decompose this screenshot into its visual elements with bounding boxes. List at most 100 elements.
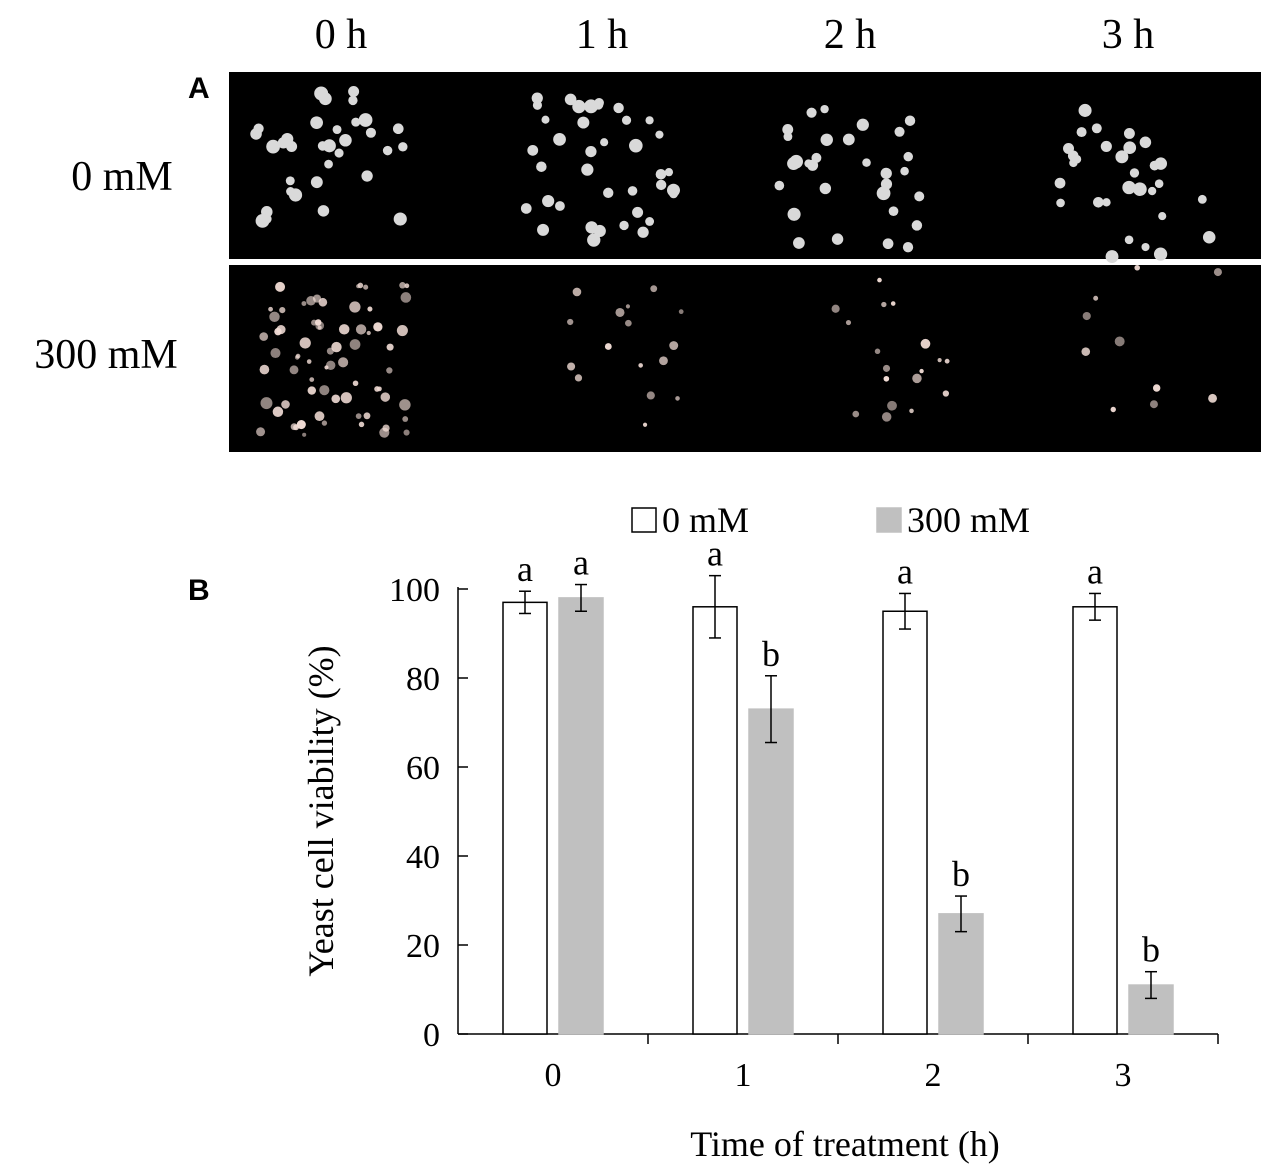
colony-dot xyxy=(373,322,383,332)
colony-image-0mM xyxy=(229,72,1261,259)
colony-dot xyxy=(627,186,638,196)
colony-dot xyxy=(675,396,680,401)
colony-dot xyxy=(806,107,817,118)
colony-dot xyxy=(655,130,664,139)
colony-dot xyxy=(532,100,542,110)
colony-dot xyxy=(365,127,376,138)
legend-swatch-0mM xyxy=(631,507,657,533)
significance-label: b xyxy=(1142,930,1160,970)
colony-dot xyxy=(363,284,369,290)
colony-dot xyxy=(380,392,391,402)
colony-dot xyxy=(1154,157,1168,170)
colony-dot xyxy=(619,220,629,231)
colony-dot xyxy=(358,421,365,428)
significance-label: a xyxy=(1087,551,1103,591)
column-label-1h: 1 h xyxy=(576,12,629,58)
bar-300mM xyxy=(938,913,984,1035)
colony-dot xyxy=(285,176,295,186)
colony-dot xyxy=(317,141,328,151)
colony-dot xyxy=(942,390,950,397)
colony-dot xyxy=(604,343,612,350)
column-label-0h: 0 h xyxy=(315,12,368,58)
colony-dot xyxy=(655,168,667,180)
row-labels: 0 mM 300 mM xyxy=(34,154,178,378)
colony-dot xyxy=(399,282,406,289)
bar-0mM xyxy=(692,606,738,1035)
bar-300mM xyxy=(748,708,794,1035)
colony-dot xyxy=(862,158,871,167)
colony-dot xyxy=(352,380,359,387)
colony-dot xyxy=(842,133,855,146)
row-label-0mM: 0 mM xyxy=(71,154,173,200)
colony-dot xyxy=(804,159,813,168)
colony-dot xyxy=(876,186,891,201)
colony-dot xyxy=(600,138,609,147)
colony-dot xyxy=(318,297,328,307)
colony-dot xyxy=(584,99,598,114)
colony-dot xyxy=(393,212,407,226)
x-tick-label: 0 xyxy=(545,1057,562,1094)
colony-dot xyxy=(1141,242,1150,252)
colony-dot xyxy=(645,116,654,125)
colony-dot xyxy=(642,422,648,427)
colony-dot xyxy=(615,307,625,317)
colony-dot xyxy=(536,161,547,172)
colony-dot xyxy=(877,277,882,283)
row-label-300mM: 300 mM xyxy=(34,332,178,378)
colony-dot xyxy=(637,226,649,238)
colony-dot xyxy=(1076,127,1087,138)
colony-dot xyxy=(340,392,352,404)
column-label-3h: 3 h xyxy=(1102,12,1155,58)
colony-dot xyxy=(349,339,361,350)
colony-dot xyxy=(820,133,833,146)
colony-dot xyxy=(585,145,597,158)
panel-a-label: A xyxy=(188,72,210,105)
colony-dot xyxy=(782,124,794,135)
colony-dot xyxy=(574,374,583,382)
colony-dot xyxy=(392,123,404,135)
colony-dot xyxy=(259,332,269,341)
colony-dot xyxy=(789,154,803,169)
colony-dot xyxy=(315,321,325,330)
colony-dot xyxy=(1056,198,1065,208)
colony-dot xyxy=(250,128,262,140)
colony-dot xyxy=(400,292,412,303)
colony-dot xyxy=(577,116,590,129)
colony-image-300mM xyxy=(229,265,1261,452)
colony-dot xyxy=(527,144,539,156)
colony-dot xyxy=(669,189,679,199)
y-tick-label: 60 xyxy=(406,750,440,787)
colony-dot xyxy=(262,214,272,224)
colony-dot xyxy=(541,115,550,124)
colony-dot xyxy=(348,85,360,97)
colony-dot xyxy=(1122,180,1136,195)
y-tick-label: 100 xyxy=(389,572,440,609)
colony-dot xyxy=(880,167,892,180)
colony-dot xyxy=(881,412,892,422)
colony-dot xyxy=(567,318,574,326)
colony-dot xyxy=(332,125,342,135)
colony-dot xyxy=(358,113,373,127)
colony-dot xyxy=(1093,196,1104,208)
colony-dot xyxy=(564,93,577,106)
colony-dot xyxy=(537,223,550,236)
colony-dot xyxy=(367,306,373,312)
colony-dot xyxy=(900,166,909,176)
colony-dot xyxy=(386,343,394,351)
significance-label: a xyxy=(573,543,589,583)
colony-dot xyxy=(787,207,801,221)
colony-dot xyxy=(882,238,894,250)
colony-dot xyxy=(272,406,284,418)
legend: 0 mM 300 mM xyxy=(631,500,1030,540)
colony-dot xyxy=(299,337,311,349)
colony-dot xyxy=(625,319,632,327)
colony-dot xyxy=(1054,177,1066,189)
colony-dot xyxy=(856,118,869,131)
colony-dot xyxy=(937,358,942,363)
colony-dot xyxy=(281,400,290,409)
colony-dot xyxy=(621,115,632,125)
colony-dot xyxy=(888,206,899,216)
colony-dot xyxy=(310,116,323,130)
bar-300mM xyxy=(558,597,604,1035)
colony-dot xyxy=(382,145,393,156)
